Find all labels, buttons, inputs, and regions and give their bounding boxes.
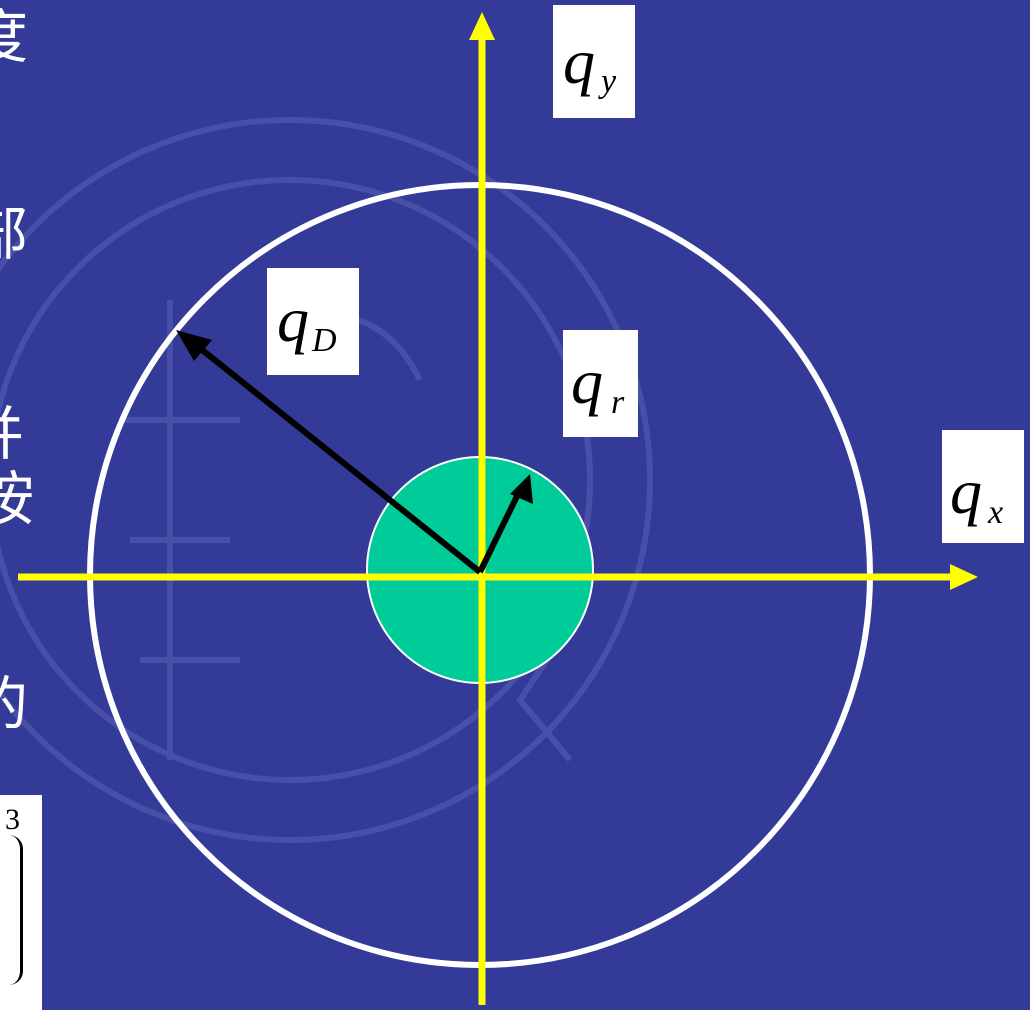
label-qy: q y bbox=[553, 5, 635, 118]
side-char-5: 的 bbox=[0, 675, 28, 733]
label-qD: q D bbox=[267, 268, 359, 375]
side-char-1: 度 bbox=[0, 8, 28, 66]
label-qy-sub: y bbox=[601, 63, 617, 100]
side-char-4: 按 bbox=[0, 465, 35, 533]
label-qD-sub: D bbox=[312, 322, 337, 359]
label-qr-main: q bbox=[571, 346, 603, 417]
watermark-seal bbox=[0, 117, 653, 843]
x-axis-arrow bbox=[950, 564, 978, 590]
label-qy-main: q bbox=[563, 26, 595, 97]
label-qr: q r bbox=[563, 330, 638, 437]
label-qx: q x bbox=[942, 430, 1024, 543]
vector-qr-arrowhead bbox=[510, 474, 533, 504]
label-qx-main: q bbox=[950, 456, 982, 527]
cut-off-bracket bbox=[0, 835, 23, 985]
cut-off-formula-box: 3 bbox=[0, 795, 42, 1010]
vector-qD bbox=[194, 342, 482, 575]
side-char-2: 部 bbox=[0, 205, 28, 263]
side-char-3: 并 bbox=[0, 405, 24, 463]
label-qr-sub: r bbox=[611, 384, 625, 421]
label-qD-main: q bbox=[277, 284, 309, 355]
cut-off-exponent: 3 bbox=[5, 803, 20, 836]
vector-qD-arrowhead bbox=[176, 330, 212, 361]
y-axis-arrow bbox=[469, 12, 495, 40]
vector-qr bbox=[477, 488, 523, 574]
label-qx-sub: x bbox=[988, 494, 1004, 531]
